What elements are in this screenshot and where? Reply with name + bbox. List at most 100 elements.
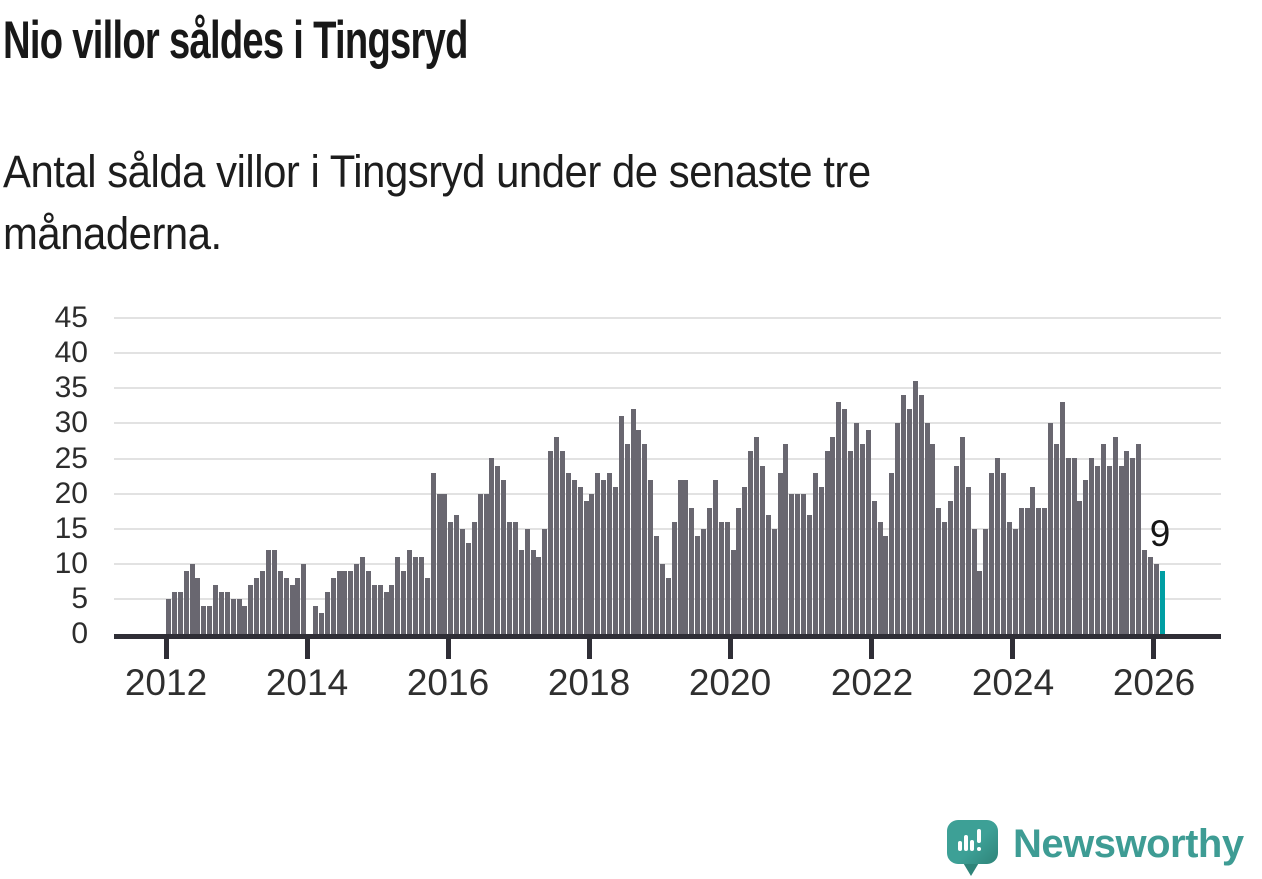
bar — [224, 592, 230, 634]
bar — [465, 543, 471, 634]
x-tick-label-2018: 2018 — [547, 662, 631, 703]
bar — [430, 473, 436, 634]
bar — [965, 487, 971, 634]
bar — [601, 480, 607, 634]
bar — [659, 564, 665, 634]
bar — [442, 494, 448, 634]
bar — [948, 501, 953, 634]
bar — [436, 494, 442, 634]
bar — [548, 451, 554, 634]
bar — [460, 529, 465, 634]
bar — [354, 564, 360, 634]
bar — [636, 430, 642, 634]
y-tick-label: 5 — [71, 582, 88, 615]
bar — [524, 529, 530, 634]
bar — [977, 571, 983, 634]
bar — [677, 480, 683, 634]
bar — [1142, 550, 1148, 634]
bar — [759, 466, 765, 634]
bar — [171, 592, 177, 634]
bar — [418, 557, 424, 634]
bar — [236, 599, 242, 634]
bar — [454, 515, 460, 634]
x-tick-label-2014: 2014 — [265, 662, 349, 703]
bar — [383, 592, 389, 634]
bar — [859, 444, 865, 634]
bar — [642, 444, 648, 634]
bar — [577, 487, 583, 634]
bar — [218, 592, 224, 634]
gridline-20 — [114, 493, 1221, 495]
mini-bar-icon — [964, 835, 968, 851]
bar — [495, 466, 501, 634]
bar — [1100, 444, 1106, 634]
bar — [507, 522, 512, 634]
bar — [1030, 487, 1036, 634]
bar — [401, 571, 407, 634]
bar — [407, 550, 413, 634]
bar — [301, 564, 307, 634]
y-tick-label: 25 — [54, 442, 88, 475]
bar — [906, 409, 912, 634]
bar — [483, 494, 489, 634]
exclamation-icon — [977, 829, 981, 843]
bar — [701, 529, 707, 634]
bar — [365, 571, 371, 634]
bar — [571, 480, 577, 634]
bar — [1106, 466, 1112, 634]
x-tick-2018 — [586, 639, 592, 659]
bar — [324, 592, 330, 634]
bar — [889, 473, 895, 634]
bar — [707, 508, 712, 634]
bar — [166, 599, 171, 634]
page-title: Nio villor såldes i Tingsryd — [3, 11, 468, 70]
bar-chart: 0 5 10 15 20 25 30 35 40 45 2012 2014 2016 2018 2020 2… — [54, 303, 1221, 703]
bar — [671, 522, 677, 634]
x-tick-label-2024: 2024 — [971, 662, 1055, 703]
bar — [754, 437, 759, 634]
bar — [371, 585, 377, 634]
bar — [630, 409, 636, 634]
bar — [295, 578, 301, 634]
bar — [477, 494, 483, 634]
x-tick-2014 — [304, 639, 310, 659]
bar — [489, 458, 495, 634]
y-tick-label: 35 — [54, 371, 88, 404]
bar — [348, 571, 354, 634]
bar — [624, 444, 630, 634]
gridline-25 — [114, 458, 1221, 460]
bar — [1148, 557, 1153, 634]
bar — [213, 585, 218, 634]
bar — [877, 522, 883, 634]
bar — [959, 437, 965, 634]
bar — [448, 522, 454, 634]
bar — [930, 444, 936, 634]
bar — [654, 536, 659, 634]
bar — [812, 473, 818, 634]
bar — [313, 606, 318, 634]
bar — [413, 557, 418, 634]
bar — [612, 487, 618, 634]
bar — [530, 550, 536, 634]
bar — [689, 508, 695, 634]
bar — [607, 473, 612, 634]
bar — [230, 599, 236, 634]
bar — [1001, 473, 1006, 634]
bar — [718, 522, 724, 634]
bar — [883, 536, 889, 634]
bar — [748, 451, 754, 634]
bar — [195, 578, 201, 634]
bar — [695, 536, 701, 634]
gridline-35 — [114, 387, 1221, 389]
bar — [201, 606, 207, 634]
bar — [989, 473, 995, 634]
gridline-45 — [114, 317, 1221, 319]
bar — [936, 508, 942, 634]
bar — [1042, 508, 1048, 634]
bar — [983, 529, 989, 634]
x-tick-2024 — [1010, 639, 1016, 659]
bar — [771, 529, 777, 634]
bar — [924, 423, 930, 634]
brand-name: Newsworthy — [1013, 822, 1244, 866]
